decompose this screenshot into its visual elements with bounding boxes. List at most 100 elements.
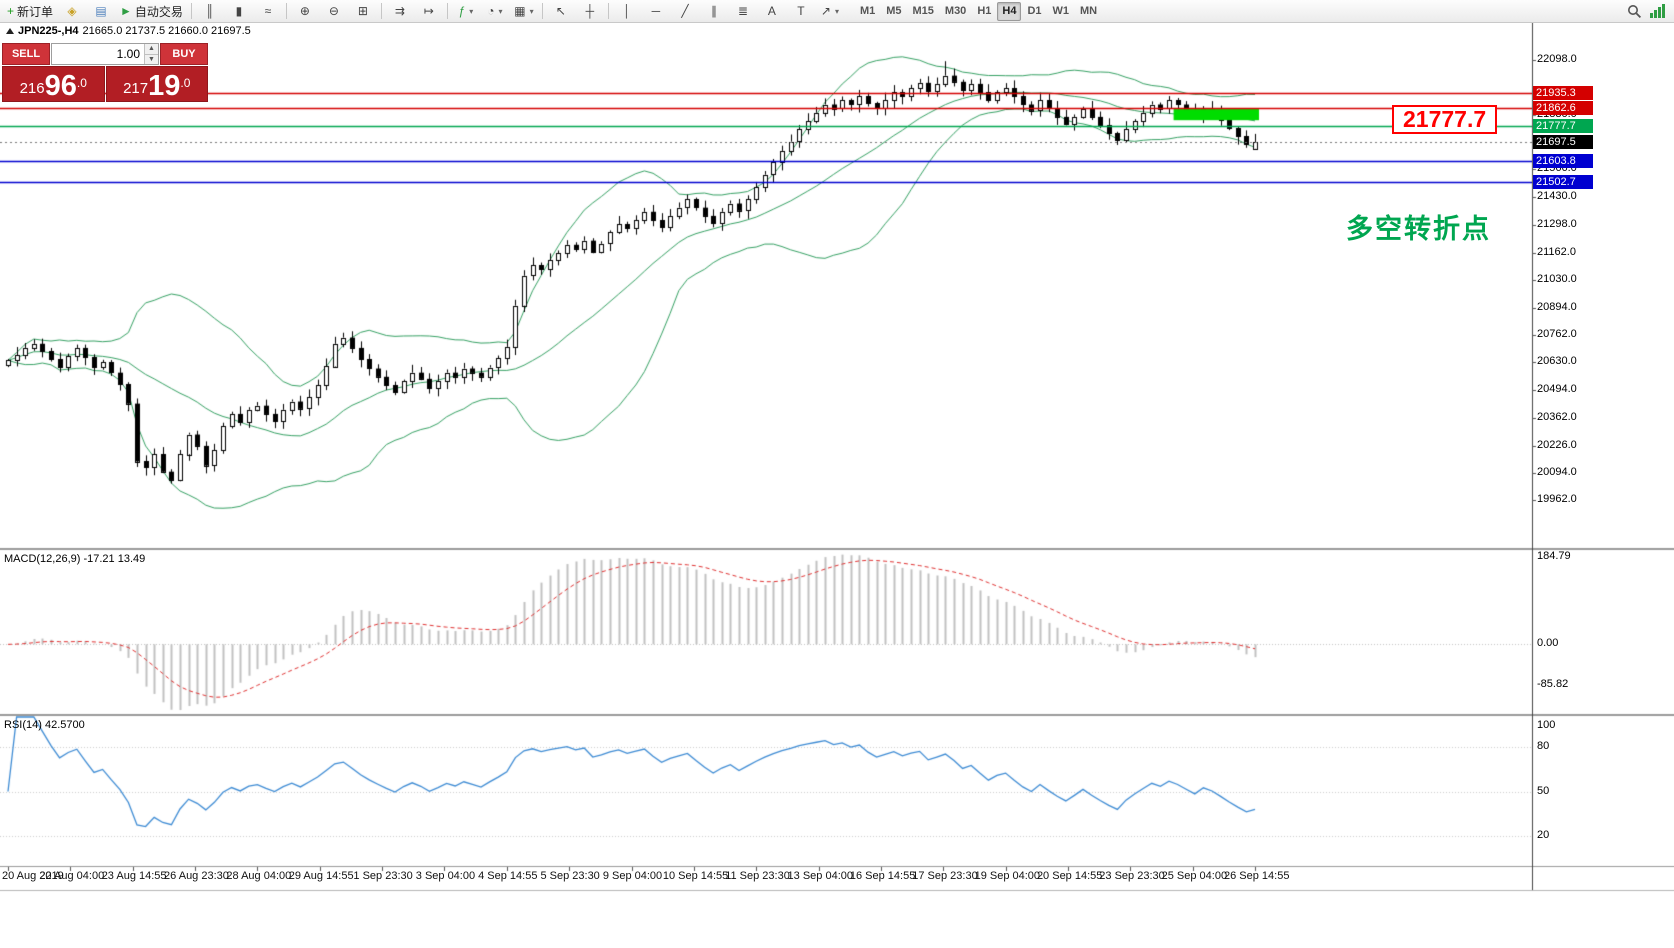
channel-icon: ∥ — [710, 4, 717, 18]
volume-value[interactable]: 1.00 — [116, 47, 140, 61]
time-axis-label: 16 Sep 14:55 — [849, 870, 916, 882]
time-axis-label: 4 Sep 14:55 — [478, 870, 538, 882]
trendline-button[interactable]: ╱ — [671, 1, 699, 22]
buy-button[interactable]: BUY — [160, 43, 208, 65]
toolbar-separator — [285, 3, 287, 19]
rsi-scale-label: 80 — [1537, 739, 1550, 752]
price-axis-label: 21430.0 — [1537, 190, 1577, 203]
toolbar-separator — [446, 3, 448, 19]
candlestick-type-button[interactable]: ▮ — [225, 1, 253, 22]
label-icon: T — [797, 4, 805, 18]
bar-chart-type-button[interactable]: ║ — [196, 1, 224, 22]
time-axis-label: 10 Sep 14:55 — [662, 870, 729, 882]
new-order-button[interactable]: + 新订单 — [3, 1, 57, 22]
rsi-scale-label: 100 — [1537, 719, 1556, 731]
timeframe-button-mn[interactable]: MN — [1080, 5, 1098, 17]
templates-button[interactable]: ▦ ▾ — [510, 1, 538, 22]
channel-button[interactable]: ∥ — [700, 1, 728, 22]
volume-down-button[interactable]: ▼ — [145, 53, 158, 64]
time-axis-label: 19 Sep 04:00 — [974, 870, 1041, 882]
price-axis-label: 22098.0 — [1537, 52, 1577, 65]
buy-price-button[interactable]: 217 19 .0 — [105, 66, 208, 102]
toolbar-right-group — [1627, 4, 1671, 19]
zoom-in-button[interactable]: ⊕ — [291, 1, 319, 22]
auto-scroll-button[interactable]: ⇉ — [386, 1, 414, 22]
connection-status-icon — [1650, 4, 1665, 18]
chevron-down-icon: ▾ — [529, 6, 534, 16]
current-price-badge: 21697.5 — [1533, 135, 1593, 150]
fibonacci-button[interactable]: ≣ — [729, 1, 757, 22]
periods-button[interactable]: ◔ ▾ — [481, 1, 509, 22]
time-axis-label: 1 Sep 23:30 — [353, 870, 413, 882]
volume-up-button[interactable]: ▲ — [145, 44, 158, 54]
toolbar-separator — [607, 3, 609, 19]
price-axis-label: 20762.0 — [1537, 328, 1577, 341]
volume-field[interactable]: 1.00 ▲ ▼ — [51, 43, 159, 65]
zoom-out-button[interactable]: ⊖ — [320, 1, 348, 22]
timeframe-button-w1[interactable]: W1 — [1052, 5, 1070, 17]
price-line-badge[interactable]: 21935.3 — [1533, 86, 1593, 101]
price-axis-label: 20494.0 — [1537, 383, 1577, 396]
cursor-button[interactable]: ↖ — [547, 1, 575, 22]
horizontal-line-button[interactable]: ─ — [642, 1, 670, 22]
timeframe-button-m5[interactable]: M5 — [886, 5, 902, 17]
text-button[interactable]: A — [758, 1, 786, 22]
turning-point-annotation: 多空转折点 — [1346, 214, 1491, 244]
macd-panel-header: MACD(12,26,9) -17.21 13.49 — [4, 553, 146, 565]
candlestick-icon: ▮ — [235, 4, 243, 18]
tile-windows-button[interactable]: ⊞ — [349, 1, 377, 22]
time-axis-label: 26 Sep 14:55 — [1224, 870, 1290, 882]
indicators-button[interactable]: ƒ ▾ — [452, 1, 480, 22]
timeframe-button-m30[interactable]: M30 — [944, 5, 967, 17]
one-click-trading-widget: SELL 1.00 ▲ ▼ BUY 216 96 .0 217 19 .0 — [2, 43, 208, 102]
timeframe-button-d1[interactable]: D1 — [1027, 5, 1042, 17]
time-axis-label: 25 Sep 04:00 — [1161, 870, 1228, 882]
sell-button[interactable]: SELL — [2, 43, 50, 65]
charts-window-button[interactable]: ▤ — [87, 1, 115, 22]
vertical-line-button[interactable]: │ — [613, 1, 641, 22]
profiles-button[interactable]: ◈ — [58, 1, 86, 22]
price-axis-label: 21162.0 — [1537, 245, 1576, 258]
line-chart-type-button[interactable]: ≈ — [254, 1, 282, 22]
macd-scale-label: -85.82 — [1537, 677, 1569, 690]
chevron-down-icon: ▾ — [834, 6, 839, 16]
timeframe-button-m1[interactable]: M1 — [859, 5, 876, 17]
autotrading-button[interactable]: ► 自动交易 — [116, 1, 187, 22]
time-axis-label: 29 Aug 14:55 — [288, 870, 354, 882]
buy-price-suffix: .0 — [180, 76, 191, 90]
sell-price-button[interactable]: 216 96 .0 — [2, 66, 105, 102]
rsi-scale-label: 20 — [1537, 829, 1550, 842]
label-button[interactable]: T — [787, 1, 815, 22]
price-line-badge[interactable]: 21862.6 — [1533, 101, 1593, 116]
price-axis-label: 19962.0 — [1537, 493, 1577, 506]
toolbar-separator — [380, 3, 382, 19]
time-axis-label: 26 Aug 23:30 — [164, 870, 229, 882]
symbol-timeframe-label: JPN225-,H4 — [18, 25, 79, 37]
price-callout-box: 21777.7 — [1392, 105, 1498, 134]
price-line-badge[interactable]: 21777.7 — [1533, 118, 1593, 133]
templates-icon: ▦ — [514, 4, 526, 18]
macd-scale-label: 0.00 — [1537, 637, 1559, 650]
timeframe-button-m15[interactable]: M15 — [912, 5, 934, 17]
time-axis-label: 17 Sep 23:30 — [912, 870, 978, 882]
timeframe-button-h4[interactable]: H4 — [997, 1, 1022, 21]
chevron-down-icon: ▾ — [469, 6, 474, 16]
price-line-badge[interactable]: 21502.7 — [1533, 175, 1593, 190]
vertical-line-icon: │ — [623, 4, 631, 18]
time-axis-label: 20 Aug 2019 — [2, 870, 64, 882]
symbol-marker-icon — [6, 28, 14, 34]
line-chart-icon: ≈ — [264, 4, 272, 18]
crosshair-button[interactable]: ┼ — [576, 1, 604, 22]
arrows-button[interactable]: ↗ ▾ — [816, 1, 844, 22]
horizontal-line-icon: ─ — [651, 4, 661, 18]
chart-symbol-header: JPN225-,H4 21665.0 21737.5 21660.0 21697… — [6, 25, 251, 37]
bar-chart-icon: ║ — [205, 4, 215, 18]
search-button[interactable] — [1627, 4, 1642, 19]
timeframe-button-h1[interactable]: H1 — [977, 5, 992, 17]
chart-shift-button[interactable]: ↦ — [415, 1, 443, 22]
price-line-badge[interactable]: 21603.8 — [1533, 154, 1593, 169]
price-axis-label: 20894.0 — [1537, 300, 1577, 313]
crosshair-icon: ┼ — [585, 4, 595, 18]
